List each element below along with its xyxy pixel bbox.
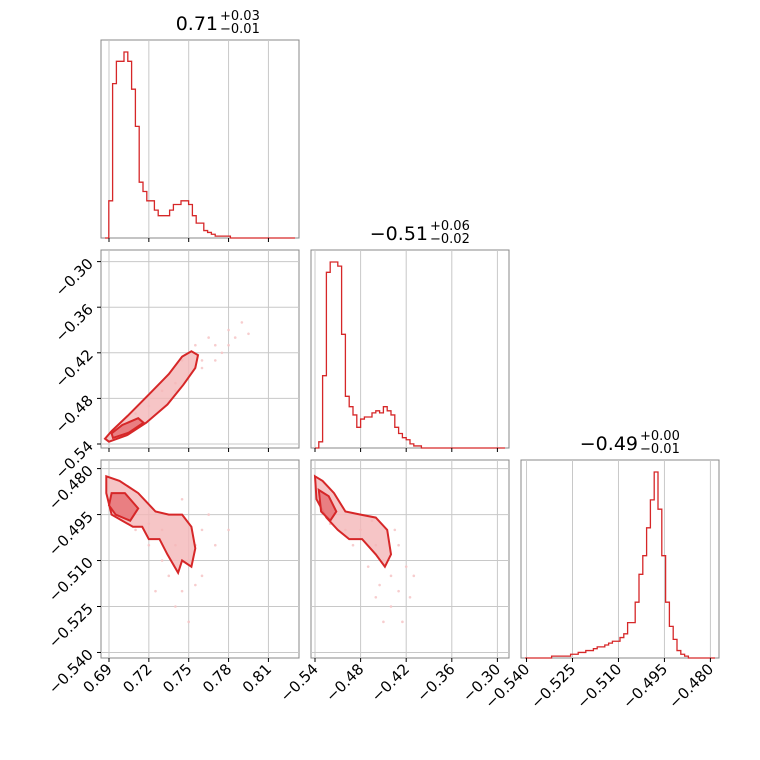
sample-point xyxy=(404,565,408,568)
sample-point xyxy=(207,513,210,516)
sample-point xyxy=(389,605,393,608)
param-title-upper-error: +0.03 xyxy=(220,9,260,24)
y-tick-label: −0.30 xyxy=(52,255,97,300)
sample-point xyxy=(207,336,210,339)
sample-point xyxy=(200,574,204,578)
param-title-lower-error: −0.01 xyxy=(220,22,260,37)
x-tick-label: −0.480 xyxy=(665,660,717,712)
sample-point xyxy=(378,583,381,587)
sample-point xyxy=(408,596,412,599)
sample-point xyxy=(200,528,204,532)
y-tick-label: −0.42 xyxy=(52,346,97,391)
x-tick-label: −0.48 xyxy=(322,660,367,705)
y-tick-label: −0.510 xyxy=(45,554,97,606)
sample-point xyxy=(213,359,217,362)
panel-frame xyxy=(310,459,510,659)
param-title-lower-error: −0.01 xyxy=(640,442,680,457)
x-tick-label: 0.78 xyxy=(199,660,235,696)
sample-point xyxy=(240,321,244,324)
param-title-value: −0.49 xyxy=(580,433,638,455)
sample-point xyxy=(393,528,397,532)
contour-inner xyxy=(110,417,146,440)
panel-frame xyxy=(100,249,300,449)
param-title-value: −0.51 xyxy=(370,223,428,245)
contour-outer xyxy=(313,474,393,569)
sample-point xyxy=(154,589,157,593)
sample-point xyxy=(167,574,171,578)
histogram-line xyxy=(315,261,505,449)
contour-inner xyxy=(317,488,338,523)
x-tick-label: 0.72 xyxy=(119,660,155,696)
sample-point xyxy=(374,596,378,599)
param-title-lower-error: −0.02 xyxy=(430,232,470,247)
param-title-upper-error: +0.00 xyxy=(640,429,680,444)
sample-point xyxy=(200,359,204,362)
sample-point xyxy=(160,559,164,562)
sample-point xyxy=(147,543,151,547)
y-tick-label: −0.495 xyxy=(45,508,97,560)
x-tick-label: −0.495 xyxy=(619,660,671,712)
contour-outer xyxy=(103,350,200,443)
sample-point xyxy=(233,336,237,339)
sample-point xyxy=(213,343,217,347)
x-tick-label: −0.510 xyxy=(573,660,625,712)
histogram-line xyxy=(525,471,715,659)
sample-point xyxy=(180,589,184,593)
sample-point xyxy=(397,543,400,547)
x-tick-label: −0.525 xyxy=(527,660,579,712)
histogram-line xyxy=(105,51,295,239)
sample-point xyxy=(227,328,230,332)
x-tick-label: 0.81 xyxy=(239,660,275,696)
panel-frame xyxy=(520,459,720,659)
sample-point xyxy=(200,366,204,370)
sample-point xyxy=(213,543,217,547)
x-tick-label: −0.54 xyxy=(277,660,322,705)
x-tick-label: 0.75 xyxy=(159,660,195,696)
x-tick-label: −0.36 xyxy=(413,660,458,705)
y-tick-label: −0.36 xyxy=(52,300,97,345)
contour-outer xyxy=(105,474,197,576)
panel-frame xyxy=(310,249,510,449)
sample-point xyxy=(412,574,416,578)
sample-point xyxy=(366,565,370,568)
sample-point xyxy=(227,343,230,347)
sample-point xyxy=(180,497,184,501)
sample-point xyxy=(194,343,197,347)
sample-point xyxy=(187,620,191,624)
sample-point xyxy=(397,589,400,593)
sample-point xyxy=(174,605,177,608)
panel-frame xyxy=(100,39,300,239)
param-title-value: 0.71 xyxy=(176,13,218,35)
sample-point xyxy=(351,543,355,547)
sample-point xyxy=(194,583,197,587)
x-tick-label: −0.42 xyxy=(368,660,413,705)
y-tick-label: −0.525 xyxy=(45,600,97,652)
param-title-upper-error: +0.06 xyxy=(430,219,470,234)
y-tick-label: −0.48 xyxy=(52,392,97,437)
sample-point xyxy=(247,332,250,336)
sample-point xyxy=(220,351,224,355)
sample-point xyxy=(134,528,137,532)
sample-point xyxy=(227,528,230,532)
panel-frame xyxy=(100,459,300,659)
sample-point xyxy=(382,620,385,624)
sample-point xyxy=(401,620,404,624)
contour-inner xyxy=(107,492,140,522)
sample-point xyxy=(389,574,393,578)
